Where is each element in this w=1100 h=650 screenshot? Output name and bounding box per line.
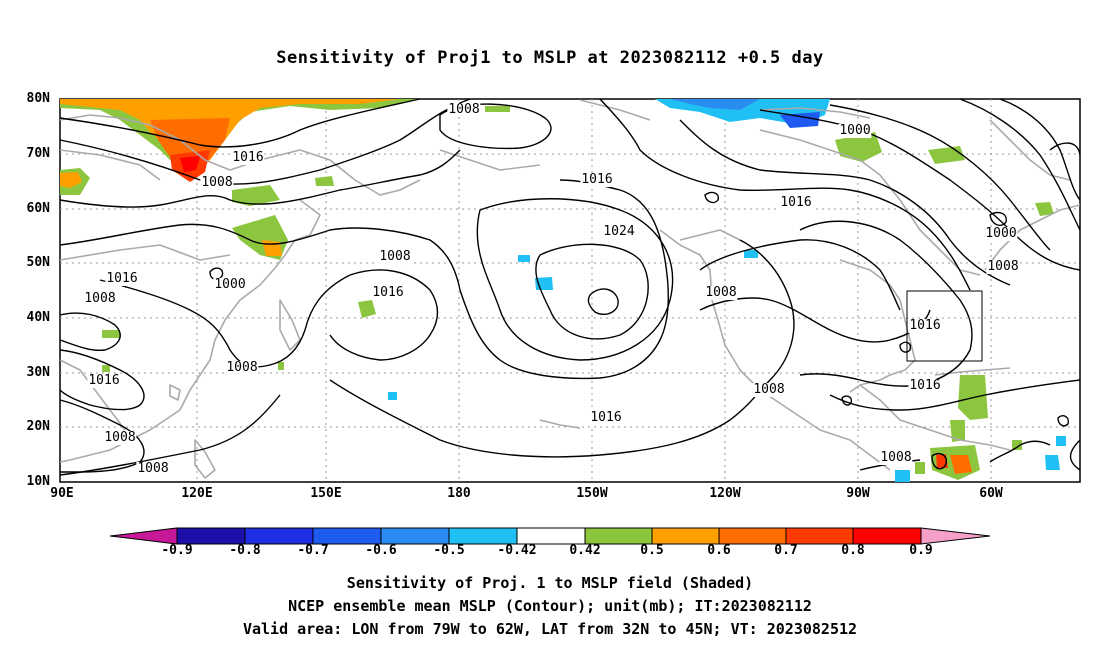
colorbar-label: -0.5 bbox=[433, 543, 465, 558]
colorbar-bin bbox=[312, 527, 382, 545]
shade-patch bbox=[60, 99, 400, 175]
colorbar-label: 0.6 bbox=[707, 543, 731, 558]
colorbar-bin bbox=[651, 527, 720, 545]
lon-label: 120E bbox=[181, 486, 213, 501]
shade-patch bbox=[1012, 440, 1022, 450]
colorbar-bin bbox=[244, 527, 314, 545]
shade-patch bbox=[1056, 436, 1066, 446]
lat-label: 70N bbox=[26, 146, 50, 161]
contour-label: 1016 bbox=[908, 378, 942, 393]
lat-label: 20N bbox=[26, 419, 50, 434]
colorbar-label: -0.9 bbox=[161, 543, 193, 558]
lon-label: 150E bbox=[310, 486, 342, 501]
colorbar-bin bbox=[380, 527, 450, 545]
sensitivity-shading bbox=[60, 99, 1066, 482]
shade-patch bbox=[950, 455, 972, 474]
shade-patch bbox=[180, 156, 200, 172]
lon-label: 90E bbox=[50, 486, 74, 501]
contour-label: 1008 bbox=[136, 461, 170, 476]
contour-label: 1016 bbox=[87, 373, 121, 388]
shade-patch bbox=[915, 462, 925, 474]
colorbar-label: 0.8 bbox=[841, 543, 865, 558]
contour-label: 1008 bbox=[704, 285, 738, 300]
contour-label: 1016 bbox=[231, 150, 265, 165]
footer-line-2: NCEP ensemble mean MSLP (Contour); unit(… bbox=[288, 597, 812, 615]
colorbar-bin bbox=[516, 527, 586, 545]
shade-patch bbox=[895, 470, 910, 482]
contour-label: 1000 bbox=[213, 277, 247, 292]
colorbar-bin bbox=[584, 527, 653, 545]
contour-label: 1016 bbox=[371, 285, 405, 300]
lat-label: 40N bbox=[26, 310, 50, 325]
shade-patch bbox=[315, 176, 334, 186]
colorbar-label: -0.42 bbox=[497, 543, 537, 558]
shade-patch bbox=[358, 300, 376, 318]
shade-patch bbox=[102, 365, 110, 372]
lon-label: 180 bbox=[447, 486, 471, 501]
colorbar-bin bbox=[785, 527, 854, 545]
footer-line-3: Valid area: LON from 79W to 62W, LAT fro… bbox=[242, 620, 858, 638]
shade-patch bbox=[1035, 202, 1054, 216]
contour-label: 1008 bbox=[752, 382, 786, 397]
colorbar bbox=[109, 527, 991, 545]
contour-label: 1016 bbox=[105, 271, 139, 286]
shade-patch bbox=[780, 112, 820, 128]
shade-patch bbox=[60, 172, 82, 188]
colorbar-bin bbox=[448, 527, 518, 545]
contour-label: 1008 bbox=[986, 259, 1020, 274]
contour-label: 1008 bbox=[378, 249, 412, 264]
shade-patch bbox=[102, 330, 120, 338]
colorbar-label: -0.6 bbox=[365, 543, 397, 558]
lon-label: 90W bbox=[846, 486, 870, 501]
shade-patch bbox=[950, 420, 965, 442]
contour-label: 1008 bbox=[447, 102, 481, 117]
lon-label: 150W bbox=[576, 486, 608, 501]
map-title: Sensitivity of Proj1 to MSLP at 20230821… bbox=[276, 48, 824, 68]
contour-label: 1008 bbox=[225, 360, 259, 375]
contour-label: 1008 bbox=[83, 291, 117, 306]
shade-patch bbox=[388, 392, 397, 400]
shade-patch bbox=[670, 99, 760, 110]
contour-label: 1016 bbox=[779, 195, 813, 210]
colorbar-under bbox=[109, 527, 178, 545]
contour-label: 1016 bbox=[589, 410, 623, 425]
colorbar-bin bbox=[852, 527, 922, 545]
contour-label: 1008 bbox=[879, 450, 913, 465]
shade-patch bbox=[835, 132, 882, 162]
coastlines bbox=[59, 99, 1081, 479]
shade-patch bbox=[278, 362, 284, 370]
colorbar-label: -0.8 bbox=[229, 543, 261, 558]
colorbar-bin bbox=[176, 527, 246, 545]
lon-label: 60W bbox=[979, 486, 1003, 501]
contour-label: 1008 bbox=[200, 175, 234, 190]
shade-patch bbox=[1045, 455, 1060, 470]
colorbar-over bbox=[920, 527, 991, 545]
shade-patch bbox=[518, 255, 530, 262]
lat-label: 50N bbox=[26, 255, 50, 270]
colorbar-bin bbox=[718, 527, 787, 545]
lon-label: 120W bbox=[709, 486, 741, 501]
colorbar-label: 0.7 bbox=[774, 543, 798, 558]
colorbar-label: 0.9 bbox=[909, 543, 933, 558]
contour-label: 1016 bbox=[908, 318, 942, 333]
colorbar-label: 0.5 bbox=[640, 543, 664, 558]
contour-label: 1000 bbox=[838, 123, 872, 138]
mslp-contours bbox=[59, 98, 1081, 476]
lat-label: 80N bbox=[26, 91, 50, 106]
footer-line-1: Sensitivity of Proj. 1 to MSLP field (Sh… bbox=[346, 574, 754, 592]
contour-label: 1000 bbox=[984, 226, 1018, 241]
contour-label: 1008 bbox=[103, 430, 137, 445]
contour-label: 1024 bbox=[602, 224, 636, 239]
lat-label: 10N bbox=[26, 474, 50, 489]
colorbar-label: -0.7 bbox=[297, 543, 329, 558]
contour-label: 1016 bbox=[580, 172, 614, 187]
lat-label: 30N bbox=[26, 365, 50, 380]
shade-patch bbox=[232, 185, 280, 206]
colorbar-label: 0.42 bbox=[569, 543, 601, 558]
shade-patch bbox=[485, 106, 510, 112]
lat-label: 60N bbox=[26, 201, 50, 216]
shade-patch bbox=[744, 250, 758, 258]
valid-area-box bbox=[906, 290, 983, 362]
